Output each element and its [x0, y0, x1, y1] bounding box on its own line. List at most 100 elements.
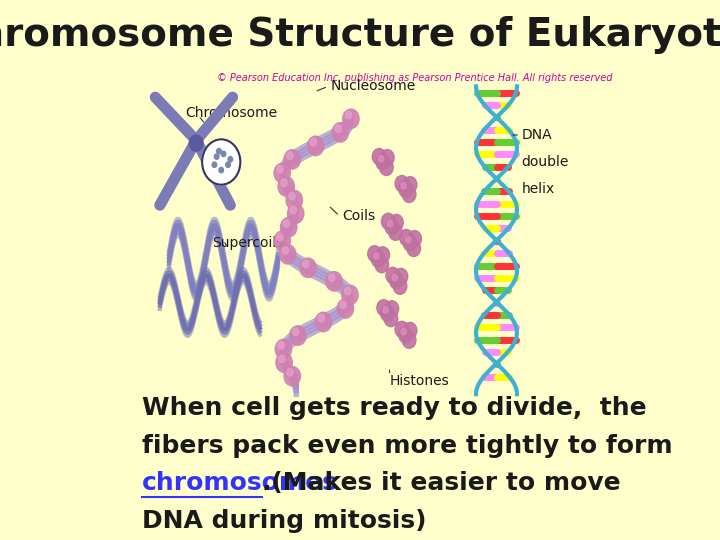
Circle shape	[344, 287, 351, 295]
Circle shape	[399, 327, 413, 343]
Text: helix: helix	[521, 182, 555, 196]
Text: DNA: DNA	[521, 128, 552, 142]
Circle shape	[276, 165, 283, 173]
Circle shape	[377, 300, 390, 316]
Circle shape	[217, 148, 221, 154]
Circle shape	[368, 246, 382, 262]
Circle shape	[401, 183, 406, 189]
Circle shape	[395, 321, 409, 338]
Circle shape	[376, 247, 390, 263]
Circle shape	[386, 267, 400, 284]
Circle shape	[328, 274, 335, 281]
Circle shape	[382, 213, 395, 230]
Circle shape	[383, 307, 388, 313]
Circle shape	[276, 233, 283, 241]
Circle shape	[407, 240, 420, 256]
Circle shape	[384, 310, 397, 327]
Text: © Pearson Education Inc, publishing as Pearson Prentice Hall. All rights reserve: © Pearson Education Inc, publishing as P…	[217, 73, 612, 83]
Text: chromosomes: chromosomes	[142, 471, 338, 495]
Circle shape	[402, 186, 416, 202]
Circle shape	[380, 150, 394, 166]
Circle shape	[315, 312, 332, 332]
Circle shape	[300, 258, 316, 278]
Circle shape	[286, 191, 302, 210]
Text: When cell gets ready to divide,  the: When cell gets ready to divide, the	[142, 396, 647, 420]
Circle shape	[401, 328, 406, 335]
Circle shape	[390, 273, 403, 289]
Circle shape	[302, 260, 309, 268]
Circle shape	[215, 154, 219, 159]
Circle shape	[287, 369, 293, 376]
Circle shape	[387, 220, 393, 227]
Circle shape	[310, 138, 317, 146]
Circle shape	[385, 301, 399, 317]
Circle shape	[332, 123, 348, 142]
Circle shape	[318, 314, 324, 322]
Circle shape	[375, 256, 389, 273]
Circle shape	[221, 151, 226, 157]
Circle shape	[380, 305, 394, 321]
Circle shape	[390, 214, 403, 231]
Circle shape	[335, 125, 341, 132]
Circle shape	[287, 152, 293, 159]
Circle shape	[393, 278, 407, 294]
Circle shape	[389, 224, 402, 240]
Circle shape	[276, 353, 292, 373]
Circle shape	[408, 231, 421, 247]
Circle shape	[343, 109, 359, 129]
Circle shape	[403, 235, 417, 251]
Circle shape	[289, 193, 295, 200]
Circle shape	[340, 301, 346, 308]
Circle shape	[374, 253, 379, 259]
Circle shape	[202, 139, 240, 185]
Circle shape	[372, 148, 386, 165]
Circle shape	[379, 159, 393, 176]
Circle shape	[326, 272, 342, 291]
Circle shape	[307, 136, 324, 156]
Text: Supercoils: Supercoils	[212, 236, 284, 250]
Circle shape	[228, 157, 233, 162]
Circle shape	[403, 177, 417, 193]
Circle shape	[378, 156, 384, 162]
Circle shape	[346, 111, 352, 119]
Circle shape	[376, 154, 390, 170]
Circle shape	[403, 322, 417, 339]
Circle shape	[284, 367, 300, 386]
Circle shape	[278, 341, 284, 349]
Circle shape	[342, 285, 358, 305]
Circle shape	[212, 162, 217, 167]
Circle shape	[226, 162, 230, 167]
Circle shape	[279, 355, 285, 363]
Text: double: double	[521, 155, 569, 169]
Circle shape	[283, 220, 289, 227]
Circle shape	[278, 177, 294, 196]
Text: Chromosome Structure of Eukaryotes: Chromosome Structure of Eukaryotes	[0, 16, 720, 54]
Circle shape	[189, 135, 203, 151]
Circle shape	[290, 206, 297, 214]
Circle shape	[287, 204, 304, 224]
Text: Coils: Coils	[342, 209, 375, 223]
Circle shape	[400, 230, 413, 246]
Circle shape	[281, 179, 287, 186]
Circle shape	[219, 167, 223, 173]
Circle shape	[282, 247, 289, 254]
Circle shape	[405, 237, 411, 243]
Circle shape	[279, 245, 296, 264]
Circle shape	[274, 163, 290, 183]
Circle shape	[284, 150, 300, 169]
Circle shape	[275, 339, 292, 359]
Circle shape	[337, 299, 354, 318]
Text: fibers pack even more tightly to form: fibers pack even more tightly to form	[142, 434, 672, 457]
Circle shape	[399, 181, 413, 197]
Circle shape	[274, 231, 290, 251]
Circle shape	[289, 326, 306, 345]
Circle shape	[372, 251, 385, 267]
Text: .(Makes it easier to move: .(Makes it easier to move	[262, 471, 621, 495]
Circle shape	[385, 219, 399, 235]
Text: Histones: Histones	[390, 374, 449, 388]
Circle shape	[395, 176, 409, 192]
Circle shape	[402, 332, 416, 348]
Circle shape	[292, 328, 299, 335]
Text: Chromosome: Chromosome	[185, 106, 277, 120]
Circle shape	[281, 218, 297, 237]
